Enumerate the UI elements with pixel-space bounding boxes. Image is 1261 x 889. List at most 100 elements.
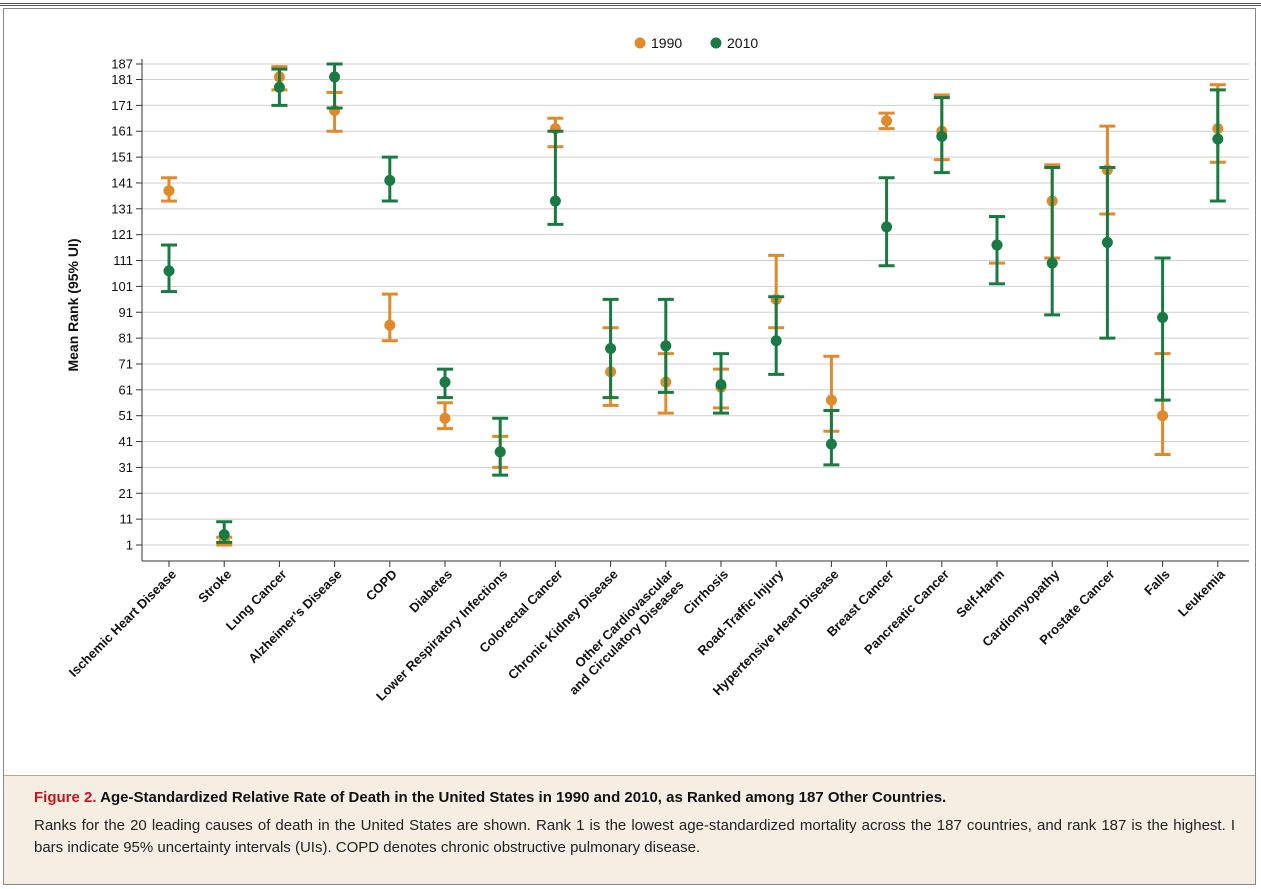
data-point-2010 — [605, 342, 617, 354]
y-tick-label-31: 31 — [119, 460, 133, 475]
caption-title: Figure 2. Age-Standardized Relative Rate… — [34, 788, 1235, 807]
category-label-line: COPD — [363, 567, 400, 604]
data-point-2010 — [715, 379, 727, 391]
y-tick-label-151: 151 — [111, 150, 133, 165]
data-point-2010 — [1101, 236, 1113, 248]
y-axis-title: Mean Rank (95% UI) — [65, 238, 81, 371]
legend: 1990 2010 — [634, 35, 758, 51]
y-tick-label-51: 51 — [119, 408, 133, 423]
y-tick-label-21: 21 — [119, 486, 133, 501]
figure-label: Figure 2. — [34, 789, 97, 806]
data-point-1990 — [1157, 410, 1169, 422]
category-label-line: Diabetes — [406, 567, 455, 616]
data-point-1990 — [881, 115, 893, 127]
series-1990-mark — [161, 176, 177, 203]
y-tick-label-171: 171 — [111, 98, 133, 113]
y-tick-label-71: 71 — [119, 356, 133, 371]
top-rule — [0, 3, 1261, 6]
category-label-line: Self-Harm — [953, 567, 1007, 621]
category-label: Ischemic Heart Disease — [66, 567, 179, 680]
category-label: Leukemia — [1175, 566, 1229, 620]
data-point-2010 — [936, 130, 948, 142]
y-tick-label-101: 101 — [111, 279, 133, 294]
data-point-2010 — [1046, 257, 1058, 269]
legend-marker-2010 — [710, 37, 722, 49]
y-tick-label-91: 91 — [119, 305, 133, 320]
category-label-line: Other Cardiovascular — [572, 567, 676, 671]
category-label: Alzheimer’s Disease — [245, 567, 345, 667]
rank-chart: 1112131415161718191101111121131141151161… — [65, 35, 1249, 704]
data-point-2010 — [825, 438, 837, 450]
data-point-2010 — [1157, 311, 1169, 323]
series-2010-mark — [381, 155, 398, 203]
series-2010-mark — [547, 129, 564, 226]
series-1990-mark — [437, 401, 453, 431]
category-label-line: Leukemia — [1175, 566, 1229, 620]
series-2010-mark — [878, 176, 895, 268]
y-tick-label-131: 131 — [111, 201, 133, 216]
data-point-2010 — [991, 239, 1003, 251]
data-point-2010 — [494, 446, 506, 458]
grid-lines — [142, 63, 1249, 546]
series-2010-mark — [492, 416, 509, 477]
data-point-2010 — [881, 221, 893, 233]
y-tick-label-161: 161 — [111, 124, 133, 139]
y-tick-label-41: 41 — [119, 434, 133, 449]
data-point-2010 — [1212, 133, 1224, 145]
y-tick-label-11: 11 — [120, 512, 134, 527]
series-2010-mark — [1209, 88, 1226, 203]
figure-frame — [3, 8, 1256, 885]
category-label: Stroke — [195, 567, 234, 606]
series-2010-mark — [989, 215, 1005, 286]
series-2010-mark — [657, 297, 674, 394]
category-label: Falls — [1141, 567, 1173, 599]
series-2010-mark — [823, 409, 840, 467]
series-2010-mark — [602, 297, 619, 400]
series-2010-mark — [1154, 256, 1171, 402]
series-2010-mark — [1099, 165, 1116, 340]
data-point-1990 — [384, 319, 396, 331]
data-point-2010 — [384, 174, 396, 186]
y-tick-label-187: 187 — [111, 57, 133, 72]
series-2010-mark — [326, 62, 343, 110]
y-tick-label-181: 181 — [111, 72, 133, 87]
figure-caption: Figure 2. Age-Standardized Relative Rate… — [4, 775, 1255, 884]
data-point-2010 — [660, 340, 672, 352]
series-2010-mark — [437, 367, 453, 400]
data-point-1990 — [825, 394, 837, 406]
category-label: Diabetes — [406, 567, 455, 616]
series-2010-mark — [933, 96, 950, 175]
data-point-1990 — [163, 185, 175, 197]
data-point-2010 — [439, 376, 451, 388]
series-2010-mark — [216, 520, 233, 544]
category-label-line: Stroke — [195, 567, 234, 606]
y-tick-label-81: 81 — [119, 331, 133, 346]
category-label: Self-Harm — [953, 567, 1007, 621]
category-label: COPD — [363, 567, 400, 604]
category-label: Cirrhosis — [680, 567, 731, 618]
data-point-2010 — [329, 71, 341, 83]
category-label: Other Cardiovascularand Circulatory Dise… — [555, 567, 686, 698]
y-tick-label-1: 1 — [126, 538, 133, 553]
data-point-2010 — [218, 529, 230, 541]
series-1990-mark — [878, 111, 895, 131]
y-tick-label-141: 141 — [111, 175, 133, 190]
data-point-2010 — [163, 265, 175, 277]
legend-marker-1990 — [634, 37, 646, 49]
y-tick-label-61: 61 — [119, 382, 133, 397]
data-point-2010 — [549, 195, 561, 207]
category-label-line: Ischemic Heart Disease — [66, 567, 179, 680]
y-tick-label-121: 121 — [111, 227, 133, 242]
error-bars — [161, 62, 1226, 547]
data-point-2010 — [770, 335, 782, 347]
series-1990-mark — [381, 292, 398, 343]
legend-label-2010: 2010 — [727, 35, 758, 51]
legend-label-1990: 1990 — [651, 35, 682, 51]
y-tick-label-111: 111 — [113, 253, 133, 268]
category-label-line: Cirrhosis — [680, 567, 731, 618]
series-2010-mark — [713, 352, 729, 415]
category-label-line: Falls — [1141, 567, 1173, 599]
data-point-2010 — [273, 81, 285, 93]
axes: 1112131415161718191101111121131141151161… — [111, 57, 1249, 567]
